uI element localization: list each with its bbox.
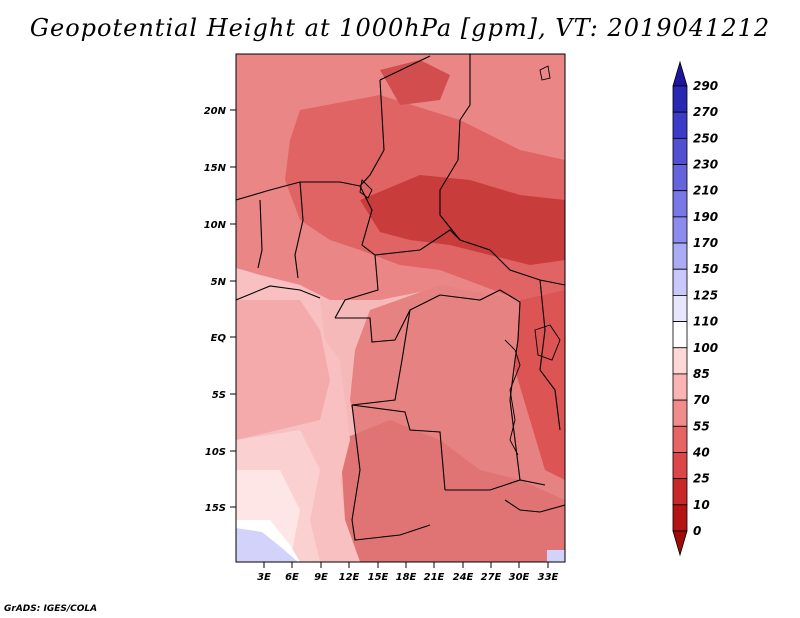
x-tick-label: 6E	[285, 572, 299, 583]
colorbar-label: 55	[693, 419, 710, 433]
x-tick-label: 33E	[538, 572, 559, 583]
colorbar-segment	[672, 504, 688, 532]
colorbar-segment	[672, 295, 688, 322]
colorbar-segment	[672, 530, 688, 557]
map-title: Geopotential Height at 1000hPa [gpm], VT…	[29, 14, 771, 42]
y-tick-label: 15N	[204, 163, 227, 174]
y-tick-label: 10S	[205, 447, 226, 458]
colorbar-segment	[672, 268, 688, 296]
colorbar-label: 70	[693, 393, 710, 407]
y-tick-marks	[230, 109, 236, 508]
y-tick-label: EQ	[211, 333, 227, 344]
colorbar-segment	[672, 190, 688, 218]
x-tick-label: 24E	[453, 572, 474, 583]
y-tick-label: 5N	[211, 277, 227, 288]
y-tick-labels: 20N 15N 10N 5N EQ 5S 10S 15S	[204, 106, 227, 514]
colorbar-label: 125	[693, 288, 718, 302]
x-tick-label: 12E	[339, 572, 360, 583]
colorbar-label: 40	[692, 445, 710, 459]
colorbar-label: 270	[693, 105, 718, 119]
colorbar-label: 170	[693, 236, 718, 250]
colorbar-label: 100	[693, 341, 718, 355]
colorbar-label: 290	[693, 79, 718, 93]
colorbar-segment	[672, 137, 688, 165]
colorbar-segment	[672, 347, 688, 375]
x-tick-label: 15E	[368, 572, 389, 583]
colorbar-segment	[672, 242, 688, 270]
x-tick-labels: 3E 6E 9E 12E 15E 18E 21E 24E 27E 30E 33E	[257, 572, 558, 583]
colorbar-segment	[672, 452, 688, 480]
colorbar-segment	[672, 321, 688, 349]
x-tick-label: 18E	[396, 572, 417, 583]
colorbar-segment	[672, 164, 688, 192]
colorbar	[672, 60, 688, 557]
colorbar-label: 25	[693, 472, 710, 486]
y-tick-label: 20N	[204, 106, 227, 117]
x-tick-label: 21E	[424, 572, 445, 583]
y-tick-label: 10N	[204, 220, 227, 231]
colorbar-label: 190	[693, 210, 718, 224]
colorbar-labels: 2902702502302101901701501251101008570554…	[692, 79, 718, 538]
x-tick-label: 30E	[509, 572, 530, 583]
x-tick-label: 9E	[314, 572, 328, 583]
colorbar-label: 150	[693, 262, 718, 276]
colorbar-segment	[672, 399, 688, 427]
y-tick-label: 15S	[205, 503, 226, 514]
x-tick-marks	[263, 562, 549, 568]
x-tick-label: 27E	[481, 572, 502, 583]
colorbar-segment	[672, 216, 688, 244]
colorbar-label: 250	[693, 131, 718, 145]
colorbar-segment	[672, 85, 688, 113]
colorbar-label: 0	[693, 524, 701, 538]
colorbar-segment	[672, 111, 688, 139]
colorbar-label: 230	[693, 158, 718, 172]
colorbar-segment	[672, 60, 688, 87]
colorbar-label: 210	[693, 184, 718, 198]
geopotential-field	[236, 54, 565, 562]
colorbar-label: 85	[693, 367, 710, 381]
colorbar-label: 10	[693, 498, 710, 512]
x-tick-label: 3E	[257, 572, 271, 583]
colorbar-segment	[672, 373, 688, 401]
colorbar-segment	[672, 425, 688, 453]
y-tick-label: 5S	[212, 390, 226, 401]
map-frame	[235, 53, 566, 563]
colorbar-label: 110	[693, 315, 718, 329]
footer-credit: GrADS: IGES/COLA	[4, 604, 98, 614]
colorbar-segment	[672, 478, 688, 506]
